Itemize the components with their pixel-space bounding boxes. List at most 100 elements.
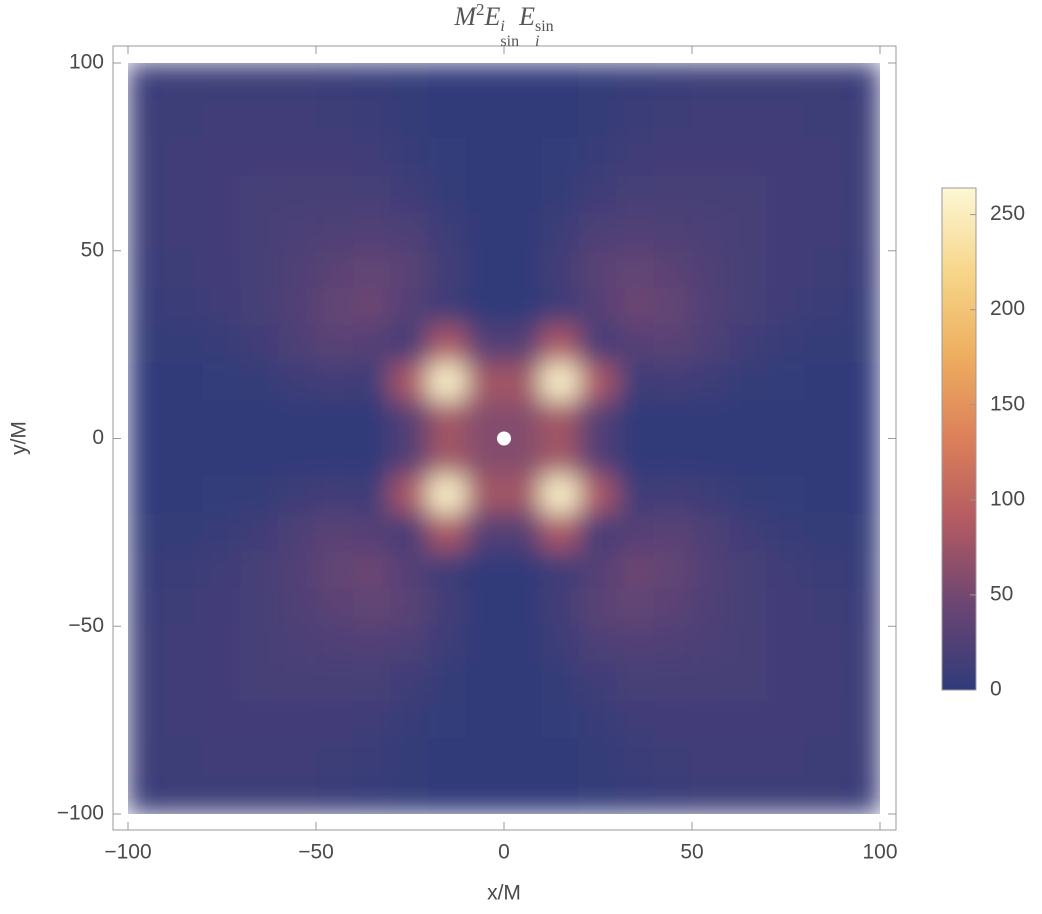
- heat-cell: [277, 63, 317, 102]
- heat-cell: [653, 137, 693, 177]
- heat-cell: [428, 287, 467, 327]
- heat-cell: [691, 738, 731, 777]
- heat-cell: [804, 550, 843, 590]
- heat-cell: [616, 625, 655, 665]
- heat-cell: [390, 625, 430, 665]
- heat-cell: [616, 63, 655, 102]
- heat-cell: [766, 475, 806, 515]
- heat-cell: [653, 475, 693, 515]
- heat-cell: [240, 625, 279, 665]
- heat-cell: [165, 475, 204, 515]
- heat-cell: [729, 550, 768, 590]
- heat-cell: [766, 175, 806, 214]
- heat-cell: [165, 438, 204, 477]
- title-part: sin: [534, 18, 554, 35]
- heat-cell: [729, 100, 768, 139]
- heat-cell: [465, 513, 505, 552]
- heat-cell: [804, 663, 843, 702]
- heat-cell: [578, 175, 618, 214]
- heat-cell: [804, 513, 843, 552]
- heat-cell: [691, 775, 731, 814]
- heat-cell: [315, 212, 355, 252]
- heat-cell: [729, 738, 768, 777]
- y-tick-label: 50: [81, 238, 104, 261]
- heatmap: [128, 63, 880, 814]
- heat-cell: [653, 700, 693, 740]
- heat-cell: [804, 738, 843, 777]
- heat-cell: [390, 700, 430, 740]
- heat-cell: [202, 738, 242, 777]
- heat-cell: [240, 588, 279, 627]
- heat-cell: [240, 100, 279, 139]
- heat-cell: [128, 663, 167, 702]
- heat-cell: [804, 362, 843, 402]
- heat-cell: [616, 212, 655, 252]
- heat-cell: [165, 212, 204, 252]
- heat-cell: [353, 700, 392, 740]
- heat-cell: [353, 400, 392, 439]
- heat-cell: [202, 588, 242, 627]
- heat-cell: [240, 513, 279, 552]
- heat-cell: [240, 137, 279, 177]
- heat-cell: [841, 550, 880, 590]
- heat-cell: [465, 775, 505, 814]
- heat-cell: [202, 212, 242, 252]
- heat-cell: [240, 400, 279, 439]
- heat-cell: [390, 513, 430, 552]
- heat-cell: [503, 250, 543, 289]
- heat-cell: [390, 175, 430, 214]
- heat-cell: [691, 287, 731, 327]
- heat-cell: [428, 625, 467, 665]
- heat-cell: [841, 738, 880, 777]
- heat-cell: [277, 475, 317, 515]
- heat-cell: [804, 100, 843, 139]
- heat-cell: [653, 588, 693, 627]
- heat-cell: [202, 438, 242, 477]
- heat-cell: [165, 625, 204, 665]
- heat-cell: [465, 250, 505, 289]
- heat-cell: [841, 287, 880, 327]
- heat-cell: [240, 362, 279, 402]
- center-hole: [497, 431, 511, 446]
- heat-cell: [841, 400, 880, 439]
- heat-cell: [541, 175, 580, 214]
- heat-cell: [428, 663, 467, 702]
- heat-cell: [353, 475, 392, 515]
- heat-cell: [202, 100, 242, 139]
- heat-cell: [465, 175, 505, 214]
- heat-cell: [503, 588, 543, 627]
- heat-cell: [128, 513, 167, 552]
- y-tick-label: 0: [92, 426, 104, 449]
- heat-cell: [503, 438, 543, 477]
- heat-cell: [315, 400, 355, 439]
- heat-cell: [240, 700, 279, 740]
- heat-cell: [766, 438, 806, 477]
- heat-cell: [804, 588, 843, 627]
- heat-cell: [653, 100, 693, 139]
- heat-cell: [390, 475, 430, 515]
- heat-cell: [804, 475, 843, 515]
- heat-cell: [390, 663, 430, 702]
- heat-cell: [503, 775, 543, 814]
- heat-cell: [128, 400, 167, 439]
- heat-cell: [691, 400, 731, 439]
- heat-cell: [766, 362, 806, 402]
- heat-cell: [240, 212, 279, 252]
- heat-cell: [465, 362, 505, 402]
- heat-cell: [804, 137, 843, 177]
- heat-cell: [315, 325, 355, 364]
- heat-cell: [465, 325, 505, 364]
- heat-cell: [240, 663, 279, 702]
- heat-cell: [165, 588, 204, 627]
- heat-cell: [465, 100, 505, 139]
- heat-cell: [841, 100, 880, 139]
- heat-cell: [390, 63, 430, 102]
- heat-cell: [465, 738, 505, 777]
- heat-cell: [653, 663, 693, 702]
- heat-cell: [729, 63, 768, 102]
- heat-cell: [616, 775, 655, 814]
- heat-cell: [315, 63, 355, 102]
